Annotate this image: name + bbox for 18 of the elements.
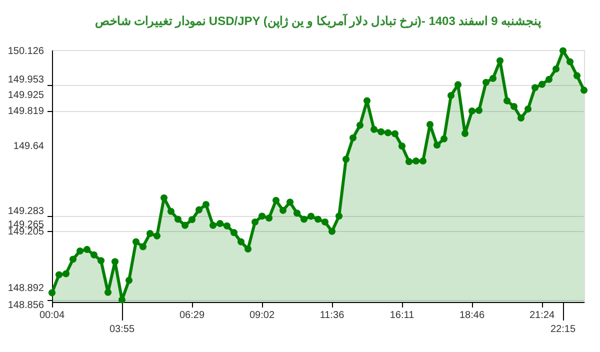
y-tick-label: 149.953 <box>8 74 44 86</box>
y-tick-label: 150.126 <box>8 46 44 57</box>
x-tick-label: 16:11 <box>390 310 415 321</box>
x-tick-label: 11:36 <box>320 310 345 321</box>
y-tick-label: 149.64 <box>13 141 44 152</box>
x-tick-label: 18:46 <box>459 310 485 321</box>
y-tick-label: 149.819 <box>8 106 44 117</box>
y-tick-label: 148.892 <box>8 282 44 294</box>
chart-title: نمودار تغییرات شاخص USD/JPY (نرخ تبادل دلار آمریکا و ین ژاپن)- پنجشنبه 9 اسفند 1403 <box>94 12 542 29</box>
x-tick-label: 22:15 <box>550 324 576 335</box>
y-tick-label: 148.856 <box>8 300 44 311</box>
x-tick-label: 21:24 <box>529 310 555 321</box>
y-tick-label: 149.283 <box>8 206 44 218</box>
y-tick-label: 149.925 <box>8 90 44 102</box>
x-tick-label: 06:29 <box>179 310 205 321</box>
x-tick-label: 00:04 <box>39 310 65 321</box>
x-tick-label: 09:02 <box>249 310 275 321</box>
x-tick-label: 03:55 <box>109 324 135 335</box>
